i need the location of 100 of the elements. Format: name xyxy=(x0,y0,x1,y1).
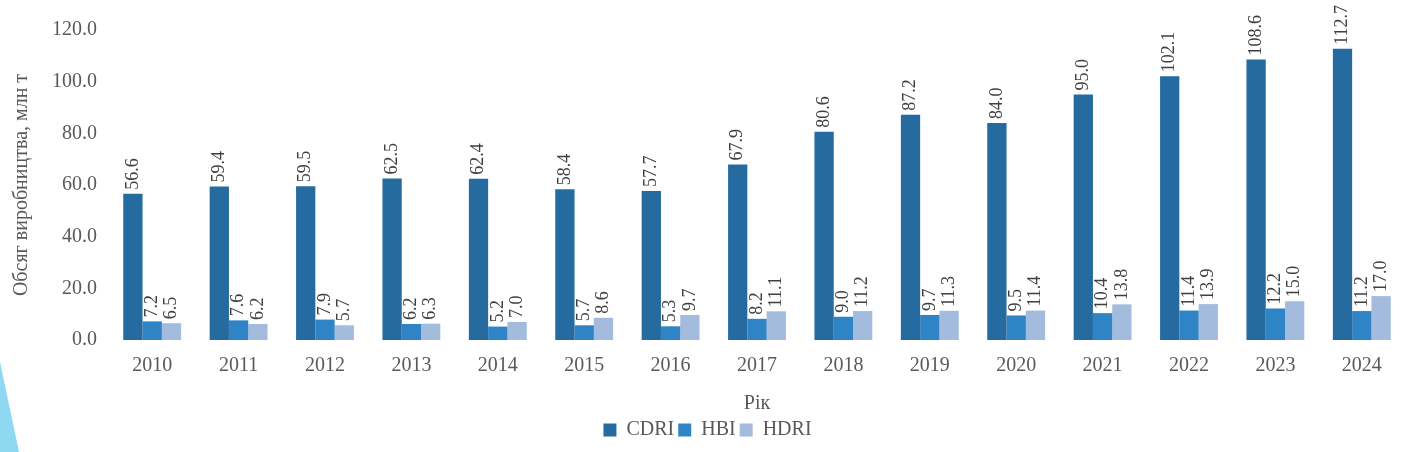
data-label: 5.7 xyxy=(572,298,593,322)
data-label: 6.3 xyxy=(419,297,440,320)
bar xyxy=(228,320,249,340)
x-tick-label: 2023 xyxy=(1255,353,1296,376)
y-tick-label: 0.0 xyxy=(72,327,97,350)
data-label: 87.2 xyxy=(899,79,920,111)
bar xyxy=(1006,315,1026,340)
y-tick-label: 60.0 xyxy=(62,172,97,195)
data-label: 6.2 xyxy=(246,297,267,320)
data-label: 58.4 xyxy=(553,153,574,186)
bar xyxy=(1371,296,1391,340)
bar xyxy=(833,316,854,340)
bar xyxy=(1198,304,1218,340)
bar xyxy=(315,319,335,340)
bar xyxy=(1285,301,1305,340)
bar xyxy=(593,317,614,340)
bar xyxy=(248,323,268,340)
y-tick-label: 20.0 xyxy=(62,275,97,298)
data-label: 6.2 xyxy=(400,297,421,320)
data-label: 5.3 xyxy=(659,299,680,323)
y-tick-label: 120.0 xyxy=(52,17,97,40)
legend-label: HDRI xyxy=(762,417,812,440)
bar xyxy=(1092,313,1113,340)
bar xyxy=(1179,310,1199,340)
data-label: 8.2 xyxy=(745,292,766,315)
data-label: 11.4 xyxy=(1177,275,1198,307)
x-tick-label: 2016 xyxy=(650,353,691,376)
x-tick-label: 2020 xyxy=(996,353,1037,376)
data-label: 11.2 xyxy=(1350,276,1371,308)
bar xyxy=(900,114,921,340)
data-label: 13.8 xyxy=(1110,268,1131,301)
data-label: 11.2 xyxy=(851,276,872,308)
y-tick-label: 80.0 xyxy=(62,120,97,143)
bar xyxy=(421,323,441,340)
data-label: 5.2 xyxy=(486,300,507,323)
bar xyxy=(853,311,873,340)
bar xyxy=(1112,304,1132,340)
data-label: 12.2 xyxy=(1264,272,1285,305)
y-tick-label: 40.0 xyxy=(62,223,97,246)
legend-label: CDRI xyxy=(626,417,675,440)
bar xyxy=(920,314,940,340)
x-tick-label: 2022 xyxy=(1169,353,1209,376)
bar xyxy=(1073,94,1093,340)
data-label: 102.1 xyxy=(1158,31,1179,73)
data-label: 17.0 xyxy=(1369,260,1390,293)
data-label: 7.2 xyxy=(140,294,161,318)
x-tick-label: 2011 xyxy=(218,353,259,376)
x-tick-label: 2021 xyxy=(1082,353,1123,376)
bar xyxy=(574,325,594,340)
bar xyxy=(680,314,700,340)
y-tick-label: 100.0 xyxy=(52,68,97,91)
bar xyxy=(1025,310,1046,340)
bar xyxy=(401,323,422,340)
bar xyxy=(123,193,143,340)
data-label: 112.7 xyxy=(1331,5,1352,45)
bar xyxy=(1265,308,1286,340)
bar xyxy=(161,323,182,340)
data-label: 9.7 xyxy=(918,288,939,311)
bar xyxy=(334,325,354,340)
bar xyxy=(747,318,767,340)
data-label: 59.5 xyxy=(294,150,315,183)
bar xyxy=(987,123,1007,340)
x-tick-label: 2012 xyxy=(305,353,345,376)
data-label: 8.6 xyxy=(592,291,613,314)
y-axis-title: Обсяг виробництва, млн т xyxy=(9,73,33,297)
x-tick-label: 2013 xyxy=(391,353,432,376)
data-label: 95.0 xyxy=(1072,59,1093,91)
data-label: 56.6 xyxy=(121,158,142,190)
x-axis-title: Рік xyxy=(743,391,771,414)
data-label: 62.5 xyxy=(380,143,401,175)
data-label: 108.6 xyxy=(1244,14,1265,56)
data-label: 6.5 xyxy=(160,296,181,320)
data-label: 57.7 xyxy=(640,155,661,187)
bar xyxy=(142,321,162,340)
data-label: 7.9 xyxy=(313,293,334,316)
data-label: 7.0 xyxy=(505,295,526,318)
bar xyxy=(209,186,229,340)
bar xyxy=(382,178,402,340)
bar xyxy=(814,131,834,340)
data-label: 5.7 xyxy=(333,298,354,322)
data-label: 11.4 xyxy=(1024,275,1045,307)
data-label: 15.0 xyxy=(1283,265,1304,298)
data-label: 9.5 xyxy=(1004,288,1025,312)
bar xyxy=(660,326,681,340)
data-label: 10.4 xyxy=(1091,277,1112,310)
x-tick-label: 2017 xyxy=(737,353,777,376)
bar xyxy=(728,164,748,340)
x-tick-label: 2024 xyxy=(1341,353,1382,376)
x-tick-label: 2019 xyxy=(909,353,950,376)
x-tick-label: 2010 xyxy=(132,353,173,376)
data-label: 84.0 xyxy=(985,87,1006,119)
bar xyxy=(1332,48,1353,340)
data-label: 67.9 xyxy=(726,129,747,161)
bar xyxy=(1246,59,1266,340)
data-label: 59.4 xyxy=(208,151,229,183)
bar xyxy=(766,311,786,340)
legend-label: HBI xyxy=(701,417,736,440)
data-label: 13.9 xyxy=(1197,268,1218,301)
x-tick-label: 2014 xyxy=(477,353,518,376)
x-tick-label: 2015 xyxy=(564,353,605,376)
